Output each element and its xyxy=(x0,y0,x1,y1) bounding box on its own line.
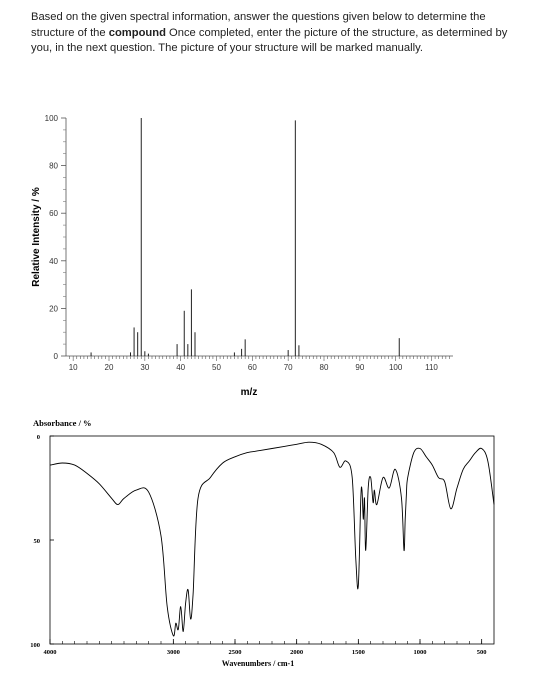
question-text-start: Based on the given spectral information,… xyxy=(31,11,486,39)
ir-chart-title: Absorbance / % xyxy=(33,418,92,428)
ms-bars xyxy=(90,118,400,356)
ms-x-axis-label: m/z xyxy=(241,387,258,398)
ir-x-tick-label: 4000 xyxy=(44,649,57,656)
question-text-end: Once completed, enter the picture of the… xyxy=(31,26,508,55)
ms-x-tick-label: 30 xyxy=(140,363,149,372)
ir-x-axis-label-main: Wavenumbers / cm-1 xyxy=(222,659,294,668)
ms-axes: 0 20 40 60 80 100 10 20 30 40 50 60 70 80 90 100 110 xyxy=(45,114,453,372)
ms-x-tick-label: 90 xyxy=(355,363,364,372)
ms-x-tick-label: 40 xyxy=(176,363,185,372)
ms-y-tick-label: 20 xyxy=(49,304,58,313)
ms-y-axis-label: Relative Intensity / % xyxy=(31,187,42,287)
ms-y-tick-label: 0 xyxy=(54,352,59,361)
ms-x-tick-label: 110 xyxy=(425,363,438,372)
ms-x-tick-label: 100 xyxy=(389,363,403,372)
ms-y-tick-label: 80 xyxy=(49,162,58,171)
ir-x-tick-label: 3000 xyxy=(167,649,180,656)
ms-x-tick-label: 60 xyxy=(248,363,257,372)
ms-y-tick-label: 40 xyxy=(49,257,58,266)
ms-x-tick-label: 80 xyxy=(320,363,329,372)
ir-x-tick-label: 1500 xyxy=(352,649,365,656)
ms-x-tick-label: 50 xyxy=(212,363,221,372)
ir-axes: 0 50 100 4000 3000 2500 2000 1500 1000 500 xyxy=(30,434,486,656)
ms-y-tick-label: 100 xyxy=(45,114,59,123)
ir-x-tick-label: 2500 xyxy=(229,649,242,656)
ir-x-tick-label: 500 xyxy=(477,649,487,656)
ir-x-axis-label: Wavenumbers / cm-1 xyxy=(222,659,294,668)
ir-y-tick-label: 0 xyxy=(37,434,40,441)
ir-y-tick-label: 100 xyxy=(30,642,40,649)
question-bold-word: compound xyxy=(108,26,166,39)
ir-y-tick-label: 50 xyxy=(34,538,41,545)
question-text: Based on the given spectral information,… xyxy=(31,10,521,57)
ms-x-tick-label: 70 xyxy=(284,363,293,372)
ir-x-tick-label: 2000 xyxy=(290,649,303,656)
ms-x-tick-label: 20 xyxy=(105,363,114,372)
ms-x-tick-label: 10 xyxy=(69,363,78,372)
ir-series-line xyxy=(49,441,495,637)
ms-y-tick-label: 60 xyxy=(49,209,58,218)
ir-plot-frame xyxy=(49,435,495,645)
ir-x-tick-label: 1000 xyxy=(414,649,427,656)
